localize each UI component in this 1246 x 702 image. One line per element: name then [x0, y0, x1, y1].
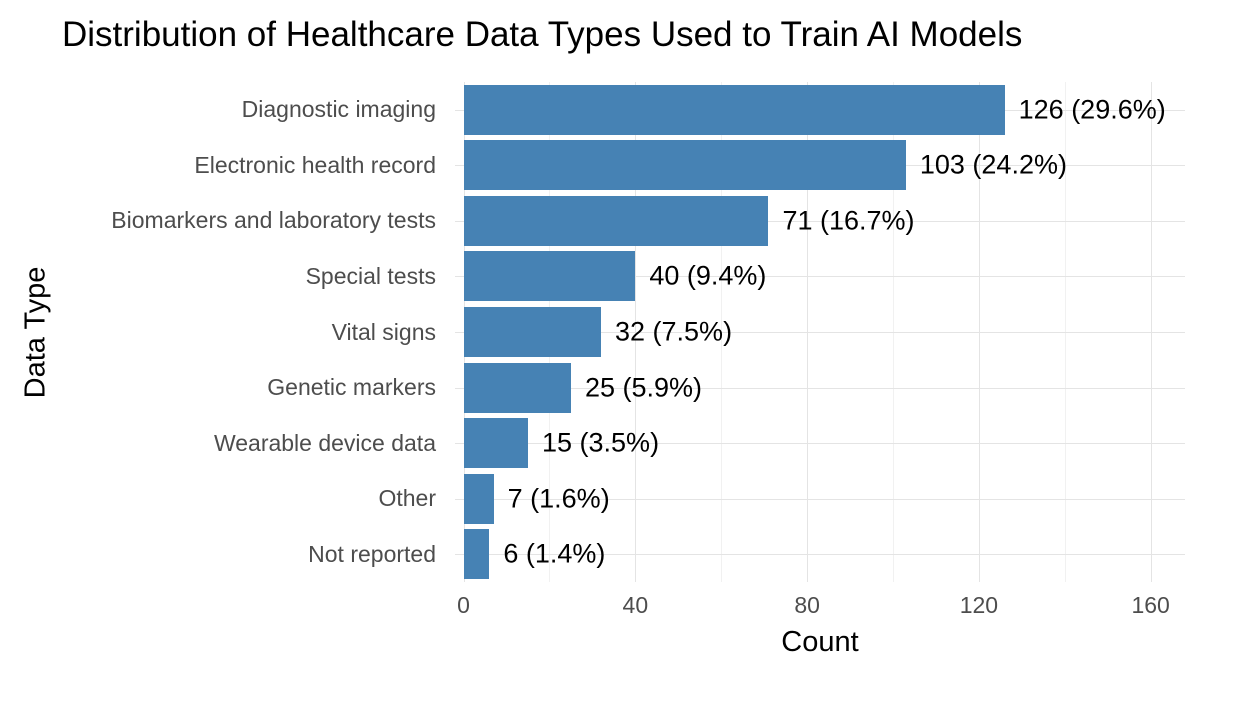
category-label: Genetic markers: [267, 374, 436, 401]
gridline-horizontal-major: [455, 276, 1185, 278]
category-label: Other: [378, 485, 436, 512]
category-label: Special tests: [305, 262, 436, 289]
bar: [463, 529, 490, 580]
x-tick-label: 120: [959, 592, 999, 618]
category-label: Biomarkers and laboratory tests: [111, 207, 436, 234]
plot-panel: 126 (29.6%) 103 (24.2%) 71 (16.7%) 40 (9.4%…: [455, 82, 1185, 582]
bar-value-label: 7 (1.6%): [507, 483, 610, 514]
x-axis-title: Count: [781, 626, 859, 658]
x-tick-label: 80: [794, 592, 820, 618]
gridline-horizontal-major: [455, 332, 1185, 333]
category-label: Wearable device data: [213, 429, 436, 456]
gridline-horizontal-major: [455, 498, 1185, 500]
bar: [463, 140, 906, 191]
chart-title: Distribution of Healthcare Data Types Us…: [62, 15, 1023, 54]
gridline-horizontal-major: [455, 554, 1185, 556]
category-axis-labels: Diagnostic imaging Electronic health reco…: [0, 82, 436, 582]
gridline-horizontal-major: [455, 443, 1185, 445]
bar-value-label: 32 (7.5%): [615, 316, 733, 347]
bar-value-label: 40 (9.4%): [649, 260, 767, 291]
bar: [463, 473, 494, 524]
bar: [463, 418, 528, 469]
bar: [463, 362, 571, 413]
category-label: Vital signs: [331, 318, 436, 345]
x-axis-tick-labels: 0 40 80 120 160: [455, 592, 1185, 620]
bar: [463, 195, 769, 246]
category-label: Diagnostic imaging: [241, 96, 436, 123]
bar: [463, 307, 601, 357]
x-tick-label: 160: [1131, 592, 1170, 618]
bar: [463, 251, 636, 302]
bar-value-label: 25 (5.9%): [584, 372, 702, 403]
bar-value-label: 6 (1.4%): [503, 538, 606, 569]
bar-value-label: 103 (24.2%): [919, 149, 1067, 180]
bar: [463, 84, 1005, 135]
x-tick-label: 0: [457, 592, 470, 618]
category-label: Electronic health record: [194, 151, 436, 178]
gridline-horizontal-major: [455, 387, 1185, 389]
bar-value-label: 15 (3.5%): [542, 427, 660, 458]
gridline-horizontal-major: [455, 220, 1185, 222]
bar-value-label: 126 (29.6%): [1018, 94, 1166, 125]
bar-value-label: 71 (16.7%): [782, 205, 915, 236]
category-label: Not reported: [308, 540, 436, 567]
x-tick-label: 40: [622, 592, 649, 618]
